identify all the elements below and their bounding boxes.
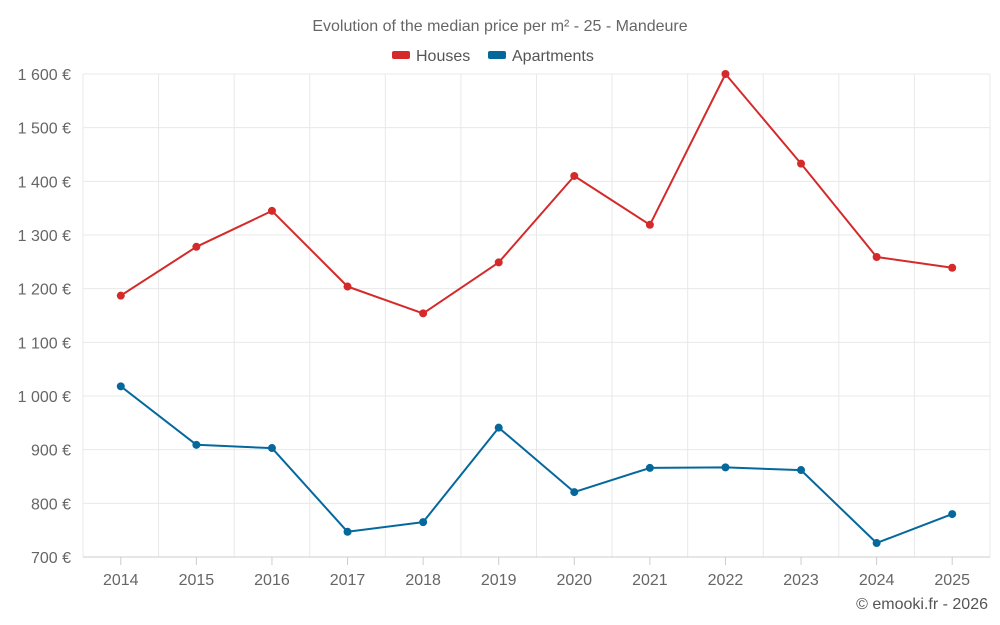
x-tick-label: 2015 [179,572,215,589]
x-tick-label: 2023 [783,572,819,589]
x-tick-label: 2022 [708,572,744,589]
data-point-apartments[interactable] [343,527,352,536]
data-point-apartments[interactable] [721,463,730,472]
data-point-apartments[interactable] [419,518,428,527]
data-point-apartments[interactable] [948,510,957,519]
x-tick-label: 2024 [859,572,895,589]
data-point-apartments[interactable] [797,466,806,475]
copyright-credit: © emooki.fr - 2026 [856,596,988,613]
series-line-apartments [120,385,953,544]
y-tick-label: 1 500 € [18,121,71,138]
data-point-apartments[interactable] [494,423,503,432]
y-tick-label: 1 400 € [18,174,71,191]
data-point-houses[interactable] [192,242,201,251]
x-tick-label: 2018 [405,572,441,589]
legend-label-houses: Houses [416,48,470,65]
data-point-houses[interactable] [419,309,428,318]
data-point-houses[interactable] [797,159,806,168]
series [116,70,957,548]
legend-item-houses[interactable]: Houses [392,48,470,65]
x-tick-label: 2025 [934,572,970,589]
data-point-apartments[interactable] [192,440,201,449]
data-point-apartments[interactable] [645,463,654,472]
legend: Houses Apartments [392,48,594,65]
data-point-houses[interactable] [721,70,730,78]
data-point-houses[interactable] [872,253,881,262]
data-point-houses[interactable] [116,291,125,300]
x-tick-label: 2020 [556,572,592,589]
x-tick-label: 2017 [330,572,366,589]
data-point-apartments[interactable] [872,539,881,548]
y-tick-label: 1 000 € [18,389,71,406]
y-tick-label: 700 € [31,550,71,567]
legend-swatch-houses [392,51,410,59]
y-tick-label: 800 € [31,496,71,513]
y-tick-label: 900 € [31,443,71,460]
data-point-apartments[interactable] [116,382,125,391]
y-tick-label: 1 600 € [18,67,71,84]
data-point-apartments[interactable] [570,488,579,497]
legend-label-apartments: Apartments [512,48,594,65]
y-tick-label: 1 100 € [18,335,71,352]
axes: 700 € 800 € 900 € 1 000 € 1 100 € 1 200 € 1 30… [18,67,990,589]
y-tick-label: 1 300 € [18,228,71,245]
chart-title: Evolution of the median price per m² - 2… [312,18,687,35]
data-point-houses[interactable] [267,206,276,215]
data-point-houses[interactable] [948,263,957,272]
x-tick-label: 2014 [103,572,139,589]
series-line-houses [120,73,953,315]
x-tick-label: 2016 [254,572,290,589]
legend-swatch-apartments [488,51,506,59]
x-tick-label: 2019 [481,572,517,589]
legend-item-apartments[interactable]: Apartments [488,48,594,65]
x-tick-label: 2021 [632,572,668,589]
grid [82,73,991,558]
data-point-apartments[interactable] [267,444,276,453]
data-point-houses[interactable] [494,258,503,267]
data-point-houses[interactable] [570,171,579,180]
data-point-houses[interactable] [645,220,654,229]
data-point-houses[interactable] [343,282,352,291]
y-tick-label: 1 200 € [18,282,71,299]
